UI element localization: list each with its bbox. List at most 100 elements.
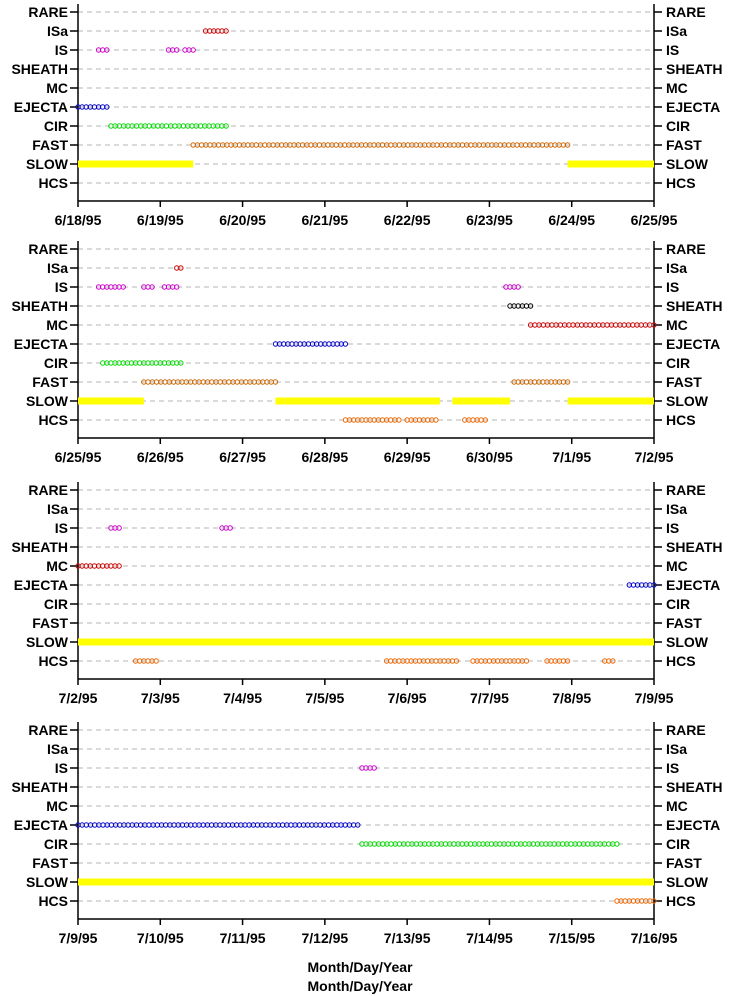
category-label-right: ISa [666, 260, 687, 276]
date-tick-label: 7/14/95 [466, 930, 513, 946]
event-marker-is [515, 284, 521, 290]
date-tick-label: 6/19/95 [137, 212, 184, 228]
category-label-left: MC [46, 798, 68, 814]
date-tick-label: 7/9/95 [59, 930, 98, 946]
slow-wind-bar [567, 397, 654, 405]
category-label-left: RARE [28, 482, 68, 498]
event-marker-fast [226, 379, 232, 385]
category-label-left: RARE [28, 241, 68, 257]
event-marker-hcs [433, 417, 439, 423]
date-tick-label: 6/23/95 [466, 212, 513, 228]
category-label-right: SLOW [666, 156, 709, 172]
category-label-right: HCS [666, 412, 696, 428]
category-label-left: MC [46, 80, 68, 96]
category-label-left: EJECTA [14, 99, 68, 115]
category-label-right: RARE [666, 4, 706, 20]
category-label-right: SHEATH [666, 61, 723, 77]
event-marker-sheath [527, 303, 534, 309]
category-label-right: EJECTA [666, 577, 720, 593]
category-label-left: IS [55, 42, 68, 58]
category-label-left: ISa [47, 23, 68, 39]
event-marker-ejecta [342, 341, 349, 347]
category-label-right: CIR [666, 355, 690, 371]
category-label-right: EJECTA [666, 99, 720, 115]
event-marker-hcs [523, 658, 530, 664]
date-tick-label: 6/30/95 [466, 449, 513, 465]
category-label-right: MC [666, 558, 688, 574]
panel-4: RARE RARE ISa ISa IS IS SHEATH SHEATH MC MC EJECTA… [11, 722, 723, 946]
event-marker-is [227, 525, 233, 531]
category-label-right: HCS [666, 653, 696, 669]
category-label-left: FAST [32, 374, 68, 390]
date-tick-label: 7/11/95 [220, 930, 266, 946]
category-label-left: FAST [32, 855, 68, 871]
category-label-left: IS [55, 520, 68, 536]
date-tick-label: 6/20/95 [219, 212, 266, 228]
event-marker-mc [116, 563, 122, 569]
date-tick-label: 6/22/95 [384, 212, 431, 228]
date-tick-label: 6/29/95 [384, 449, 431, 465]
category-label-right: FAST [666, 615, 702, 631]
category-label-left: EJECTA [14, 336, 68, 352]
category-label-right: CIR [666, 596, 690, 612]
category-label-right: RARE [666, 241, 706, 257]
event-marker-is [174, 47, 180, 53]
event-marker-hcs [396, 417, 402, 423]
event-marker-fast [564, 142, 571, 148]
event-marker-fast [272, 379, 279, 385]
date-tick-label: 7/15/95 [548, 930, 595, 946]
category-label-right: CIR [666, 118, 690, 134]
event-marker-isa [223, 28, 229, 34]
event-marker-fast [564, 379, 571, 385]
event-marker-cir [172, 123, 178, 129]
category-label-right: IS [666, 279, 679, 295]
category-label-left: HCS [38, 893, 68, 909]
category-label-left: HCS [38, 412, 68, 428]
category-label-left: ISa [47, 741, 68, 757]
event-marker-cir [614, 841, 620, 847]
date-tick-label: 6/25/95 [55, 449, 102, 465]
category-label-left: HCS [38, 175, 68, 191]
category-label-left: MC [46, 558, 68, 574]
category-label-left: SLOW [26, 156, 69, 172]
category-label-left: ISa [47, 501, 68, 517]
category-label-right: SLOW [666, 874, 709, 890]
event-marker-hcs [651, 898, 657, 904]
category-label-left: MC [46, 317, 68, 333]
date-tick-label: 6/26/95 [137, 449, 184, 465]
slow-wind-bar [452, 397, 510, 405]
category-label-right: IS [666, 520, 679, 536]
date-tick-label: 7/10/95 [137, 930, 184, 946]
category-label-left: SHEATH [11, 539, 68, 555]
event-marker-cir [163, 123, 170, 129]
x-axis-label-1: Month/Day/Year [307, 959, 413, 975]
category-label-left: IS [55, 279, 68, 295]
event-marker-is [116, 525, 122, 531]
category-label-right: FAST [666, 855, 702, 871]
category-label-right: SLOW [666, 634, 709, 650]
category-label-left: CIR [44, 836, 68, 852]
event-marker-is [174, 284, 180, 290]
category-label-left: SLOW [26, 874, 69, 890]
category-label-left: EJECTA [14, 817, 68, 833]
event-marker-mc [532, 322, 538, 328]
category-label-left: SLOW [26, 393, 69, 409]
slow-wind-bar [78, 160, 194, 168]
category-label-left: SHEATH [11, 779, 68, 795]
category-label-left: ISa [47, 260, 68, 276]
x-axis-label-2: Month/Day/Year [307, 978, 413, 994]
event-marker-ejecta [355, 822, 361, 828]
category-label-right: SHEATH [666, 779, 723, 795]
category-label-left: CIR [44, 118, 68, 134]
event-marker-ejecta [104, 104, 110, 110]
panel-2: RARE RARE ISa ISa IS IS SHEATH SHEATH MC MC EJECTA… [11, 241, 723, 465]
category-label-left: EJECTA [14, 577, 68, 593]
event-marker-isa [178, 265, 184, 271]
date-tick-label: 7/1/95 [552, 449, 591, 465]
category-label-left: FAST [32, 615, 68, 631]
category-label-right: HCS [666, 893, 696, 909]
category-label-right: ISa [666, 501, 687, 517]
category-label-left: SHEATH [11, 61, 68, 77]
event-marker-mc [651, 322, 657, 328]
